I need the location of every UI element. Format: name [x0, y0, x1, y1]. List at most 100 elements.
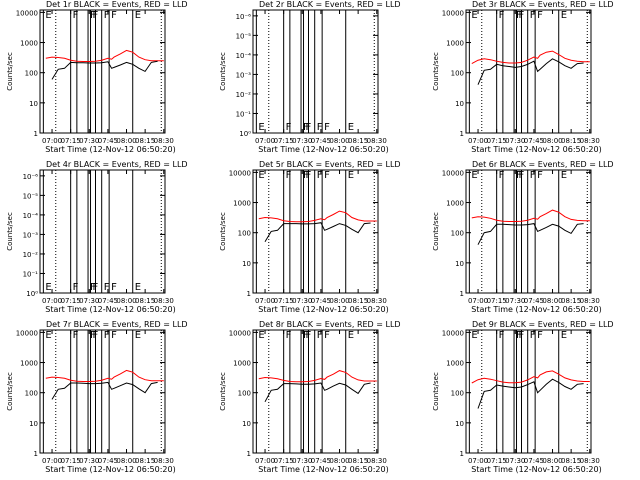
x-tick-label: 07:45	[524, 297, 544, 305]
event-label: F	[324, 330, 330, 341]
event-label: F	[73, 330, 79, 341]
x-axis-label: Start Time (12-Nov-12 06:50:20)	[45, 145, 175, 154]
x-axis-label: Start Time (12-Nov-12 06:50:20)	[258, 465, 388, 474]
y-tick-label: 1000	[446, 360, 464, 368]
event-label: F	[303, 122, 309, 133]
x-tick-label: 07:45	[524, 137, 544, 145]
y-tick-label: 10⁻¹	[23, 270, 39, 278]
x-tick-label: 07:45	[311, 297, 331, 305]
chart-title: Det 4r BLACK = Events, RED = LLD	[46, 160, 188, 169]
y-tick-label: 10	[29, 100, 38, 108]
event-label: F	[499, 170, 505, 181]
x-tick-label: 08:30	[580, 297, 600, 305]
y-tick-label: 1	[34, 450, 38, 458]
event-label: E	[135, 282, 141, 293]
y-tick-label: 100	[238, 230, 251, 238]
x-tick-label: 07:45	[311, 457, 331, 465]
y-axis-label: Counts/sec	[432, 212, 440, 251]
x-tick-label: 07:15	[61, 457, 81, 465]
y-tick-label: 1000	[446, 200, 464, 208]
series-line	[471, 370, 590, 384]
x-tick-label: 08:30	[154, 297, 174, 305]
event-label: F	[286, 170, 292, 181]
chart-title: Det 8r BLACK = Events, RED = LLD	[259, 320, 401, 329]
x-tick-label: 08:00	[116, 457, 136, 465]
event-label: F	[111, 330, 117, 341]
event-label: E	[471, 10, 477, 21]
x-tick-label: 07:15	[61, 137, 81, 145]
event-label: E	[348, 330, 354, 341]
y-tick-label: 100	[451, 390, 464, 398]
y-tick-label: 10⁻⁴	[23, 212, 39, 220]
series-line	[471, 50, 590, 65]
y-tick-label: 1000	[20, 360, 38, 368]
x-tick-label: 07:15	[274, 137, 294, 145]
x-axis-label: Start Time (12-Nov-12 06:50:20)	[471, 465, 601, 474]
x-tick-label: 07:00	[255, 137, 275, 145]
x-tick-label: 07:00	[42, 297, 62, 305]
event-label: E	[348, 170, 354, 181]
event-label: F	[90, 10, 96, 21]
y-tick-label: 100	[238, 390, 251, 398]
event-label: F	[317, 170, 323, 181]
event-label: F	[317, 330, 323, 341]
x-tick-label: 07:15	[487, 137, 507, 145]
chart-title: Det 3r BLACK = Events, RED = LLD	[472, 0, 614, 9]
x-tick-label: 08:30	[580, 457, 600, 465]
x-tick-label: 08:00	[116, 137, 136, 145]
series-line	[264, 222, 371, 243]
y-tick-label: 10	[455, 260, 464, 268]
panel: Det 2r BLACK = Events, RED = LLD Start Ti…	[219, 0, 401, 154]
x-tick-label: 08:30	[580, 137, 600, 145]
x-tick-label: 07:30	[79, 297, 99, 305]
y-tick-label: 10⁻⁴	[236, 52, 252, 60]
event-label: F	[90, 282, 96, 293]
x-tick-label: 07:15	[487, 297, 507, 305]
x-tick-label: 07:00	[255, 297, 275, 305]
y-tick-label: 10⁻³	[236, 71, 252, 79]
plot-frame	[252, 329, 379, 454]
event-label: F	[516, 170, 522, 181]
x-tick-label: 08:15	[561, 137, 581, 145]
x-tick-label: 07:45	[311, 137, 331, 145]
x-tick-label: 07:15	[487, 457, 507, 465]
x-tick-label: 08:00	[329, 137, 349, 145]
y-tick-label: 1	[34, 130, 38, 138]
x-tick-label: 07:30	[292, 457, 312, 465]
event-label: F	[90, 330, 96, 341]
y-tick-label: 10000	[229, 329, 251, 337]
x-axis-label: Start Time (12-Nov-12 06:50:20)	[258, 145, 388, 154]
panel: Det 7r BLACK = Events, RED = LLD Start Ti…	[6, 320, 188, 474]
series-line	[477, 58, 584, 85]
series-line	[258, 370, 377, 383]
y-tick-label: 10⁻⁶	[236, 13, 252, 21]
plot-frame	[39, 329, 166, 454]
event-label: F	[303, 170, 309, 181]
series-line	[471, 209, 590, 222]
y-tick-label: 1000	[446, 40, 464, 48]
event-label: F	[530, 170, 536, 181]
y-axis-label: Counts/sec	[219, 372, 227, 411]
x-tick-label: 07:30	[292, 297, 312, 305]
event-label: F	[537, 330, 543, 341]
x-tick-label: 07:30	[79, 137, 99, 145]
x-tick-label: 08:15	[561, 297, 581, 305]
y-tick-label: 10⁻³	[23, 231, 39, 239]
y-tick-label: 10	[455, 100, 464, 108]
series-line	[258, 210, 377, 223]
y-tick-label: 10⁻⁵	[236, 32, 252, 40]
y-tick-label: 10000	[16, 9, 38, 17]
x-tick-label: 07:45	[98, 457, 118, 465]
x-tick-label: 07:30	[505, 137, 525, 145]
event-label: F	[516, 330, 522, 341]
event-label: F	[499, 330, 505, 341]
y-tick-label: 10000	[442, 169, 464, 177]
y-tick-label: 10	[455, 420, 464, 428]
y-tick-label: 10	[242, 420, 251, 428]
y-tick-label: 1	[460, 290, 464, 298]
panel: Det 6r BLACK = Events, RED = LLD Start Ti…	[432, 160, 614, 314]
x-axis-label: Start Time (12-Nov-12 06:50:20)	[258, 305, 388, 314]
x-tick-label: 07:15	[274, 297, 294, 305]
event-label: E	[348, 122, 354, 133]
y-tick-label: 1	[247, 290, 251, 298]
